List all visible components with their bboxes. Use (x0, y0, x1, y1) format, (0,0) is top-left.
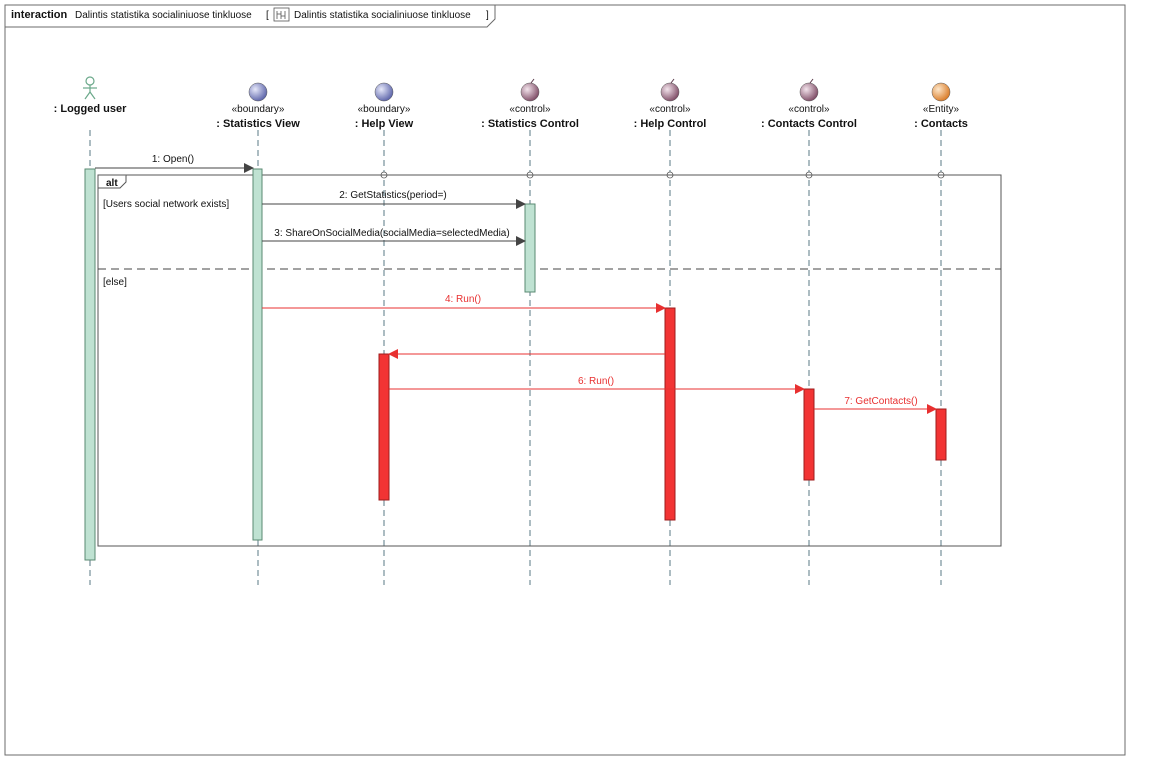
lifeline-stereotype: «Entity» (923, 104, 960, 115)
lifeline-stereotype: «control» (509, 104, 551, 115)
frame-ref-close: ] (486, 10, 489, 21)
control-icon (799, 78, 819, 102)
messages: 1: Open() 2: GetStatistics(period=) 3: S… (95, 154, 937, 414)
message-7-label: 7: GetContacts() (844, 396, 917, 407)
control-icon (520, 78, 540, 102)
lifeline-name: : Contacts (914, 118, 968, 130)
lifeline-name: : Contacts Control (761, 118, 857, 130)
lifeline-stereotype: «boundary» (232, 104, 285, 115)
boundary-icon (374, 82, 394, 102)
lifeline-name: : Logged user (54, 103, 127, 115)
entity-icon (931, 82, 951, 102)
frame-tab (5, 5, 496, 28)
diagram-ref-icon (273, 7, 290, 22)
message-4-label: 4: Run() (445, 294, 481, 305)
message-1-label: 1: Open() (152, 154, 194, 165)
activation-help-view (378, 353, 390, 501)
alt-fragment-box (97, 174, 1002, 547)
lifeline-name: : Help Control (634, 118, 707, 130)
frame-keyword: interaction (11, 9, 68, 21)
frame-ref-open: [ (266, 10, 269, 21)
activation-logged-user (84, 168, 96, 561)
activation-contacts (935, 408, 947, 461)
lifeline-helpview: «boundary» : Help View (355, 82, 414, 585)
lifeline-stereotype: «control» (788, 104, 830, 115)
lifeline-name: : Statistics Control (481, 118, 579, 130)
message-3-label: 3: ShareOnSocialMedia(socialMedia=select… (274, 228, 509, 239)
lifeline-name: : Statistics View (216, 118, 300, 130)
boundary-icon (248, 82, 268, 102)
frame-name: Dalintis statistika socialiniuose tinklu… (75, 10, 252, 21)
activation-help-control (664, 307, 676, 521)
alt-guard-1: [Users social network exists] (103, 199, 229, 210)
lifelines: : Logged user «boundary» : Statistics View… (54, 76, 968, 585)
control-icon (660, 78, 680, 102)
lifeline-stereotype: «boundary» (358, 104, 411, 115)
activation-statistics-control (524, 203, 536, 293)
lifeline-stereotype: «control» (649, 104, 691, 115)
alt-operator-label: alt (106, 178, 118, 189)
lifeline-name: : Help View (355, 118, 414, 130)
interaction-frame (4, 4, 1126, 756)
activation-statistics-view (252, 168, 263, 541)
frame-ref-name: Dalintis statistika socialiniuose tinklu… (294, 10, 471, 21)
alt-fragment: alt [Users social network exists] [else] (97, 174, 1002, 547)
message-6-label: 6: Run() (578, 376, 614, 387)
lifeline-contacts: «Entity» : Contacts (914, 82, 968, 585)
activations (84, 168, 947, 561)
lifeline-contactsctrl: «control» : Contacts Control (761, 78, 857, 585)
activation-contacts-control (803, 388, 815, 481)
alt-operator-tab (98, 175, 127, 189)
lifeline-helpctrl: «control» : Help Control (634, 78, 707, 585)
message-2-label: 2: GetStatistics(period=) (339, 190, 447, 201)
actor-icon (83, 76, 97, 100)
alt-guard-2: [else] (103, 277, 127, 288)
